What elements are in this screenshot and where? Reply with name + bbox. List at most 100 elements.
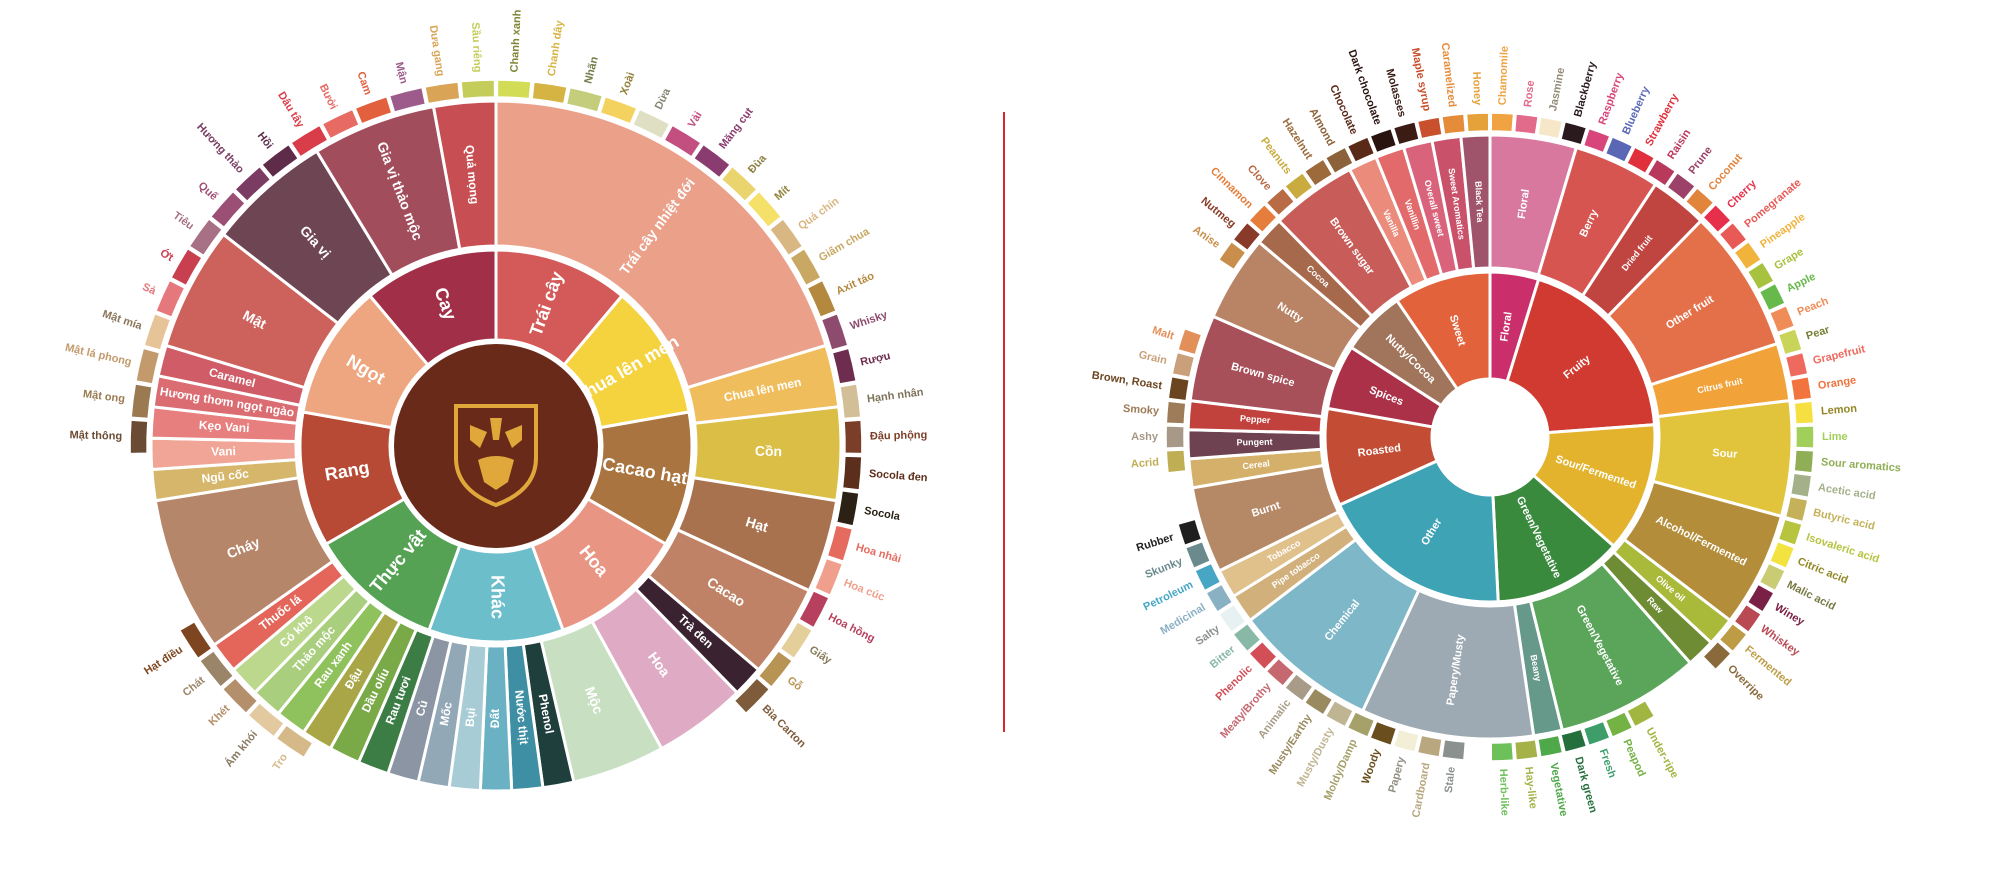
- outer-segment-animalic: [1283, 672, 1314, 703]
- middle-label-vani: Vani: [211, 444, 236, 459]
- outer-label-winey: Winey: [1772, 601, 1807, 628]
- outer-segment-tieu: [188, 217, 224, 257]
- outer-segment-sa: [154, 279, 186, 319]
- outer-label-whiskey: Whiskey: [1758, 623, 1802, 659]
- outer-label-mat-ong: Mật ong: [82, 388, 125, 405]
- outer-label-dua: Đùa: [746, 152, 770, 176]
- middle-segment-black-tea: [1459, 133, 1492, 271]
- outer-segment-khet: [221, 676, 259, 715]
- outer-segment-blueberry: [1604, 135, 1634, 164]
- outer-label-chanh-day: Chanh dây: [546, 19, 566, 77]
- outer-segment-blackberry: [1560, 120, 1588, 146]
- outer-segment-mat-ong: [130, 383, 153, 420]
- outer-segment-pineapple: [1733, 240, 1763, 271]
- middle-label-con: Cồn: [755, 443, 783, 460]
- outer-segment-maple-syrup: [1416, 116, 1443, 140]
- outer-segment-nutmeg: [1232, 221, 1262, 252]
- outer-segment-vegetative: [1537, 734, 1564, 758]
- outer-label-khet: Khét: [207, 703, 233, 729]
- outer-label-vai: Vải: [686, 110, 705, 130]
- outer-segment-prune: [1666, 171, 1697, 202]
- outer-segment-cardboard: [1416, 734, 1443, 758]
- outer-segment-caramelized: [1440, 113, 1467, 136]
- outer-label-socola: Socola: [863, 505, 901, 523]
- outer-label-prune: Prune: [1686, 144, 1714, 176]
- outer-label-animalic: Animalic: [1256, 697, 1293, 741]
- outer-label-skunky: Skunky: [1143, 555, 1185, 581]
- center-divider-line: [1003, 112, 1005, 732]
- outer-label-herb-like: Herb-like: [1497, 769, 1511, 817]
- outer-segment-dau-tay: [289, 124, 329, 158]
- outer-label-peach: Peach: [1796, 295, 1831, 318]
- outer-label-buoi: Bưởi: [317, 82, 339, 111]
- outer-segment-hay-like: [1513, 738, 1540, 761]
- outer-label-dark-green: Dark green: [1572, 756, 1599, 815]
- outer-label-chanh-xanh: Chanh xanh: [509, 9, 524, 73]
- outer-label-sour-aromatics: Sour aromatics: [1821, 456, 1902, 474]
- outer-segment-buoi: [321, 108, 361, 140]
- outer-segment-overripe: [1702, 640, 1733, 671]
- outer-segment-lemon: [1793, 400, 1815, 425]
- outer-segment-giam-chua: [788, 247, 823, 287]
- outer-segment-moldy-damp: [1346, 710, 1376, 739]
- outer-segment-bia-carton: [733, 676, 771, 715]
- outer-segment-salty: [1217, 603, 1247, 634]
- outer-segment-medicinal: [1204, 583, 1234, 614]
- outer-segment-mat-thong: [129, 419, 149, 455]
- outer-label-rubber: Rubber: [1135, 531, 1176, 554]
- middle-label-bui: Bụi: [463, 707, 479, 728]
- outer-segment-hoa-cuc: [813, 557, 844, 597]
- outer-segment-hoa-hong: [797, 589, 830, 629]
- outer-label-butyric-acid: Butyric acid: [1812, 507, 1876, 533]
- outer-segment-hazelnut: [1303, 158, 1334, 188]
- outer-segment-dark-chocolate: [1369, 127, 1398, 154]
- outer-label-coconut: Coconut: [1706, 152, 1745, 194]
- outer-segment-acetic-acid: [1789, 472, 1813, 499]
- inner-segment-sweet: [1394, 270, 1492, 392]
- outer-label-grapefruit: Grapefruit: [1812, 343, 1867, 367]
- middle-segment-qua-mong: [431, 99, 498, 252]
- outer-segment-grapefruit: [1784, 351, 1809, 379]
- outer-label-bitter: Bitter: [1208, 643, 1238, 671]
- outer-label-raisin: Raisin: [1665, 127, 1693, 161]
- outer-label-acetic-acid: Acetic acid: [1817, 482, 1876, 503]
- middle-label-qua-mong: Quả mọng: [462, 144, 481, 204]
- outer-segment-anise: [1217, 240, 1247, 271]
- outer-label-hoa-hong: Hoa hồng: [826, 611, 877, 645]
- outer-segment-stale: [1440, 738, 1467, 761]
- outer-label-mat-mia: Mật mía: [101, 308, 144, 333]
- outer-segment-jasmine: [1537, 116, 1564, 140]
- outer-label-go: Gỗ: [785, 674, 805, 694]
- middle-label-black-tea: Black Tea: [1473, 181, 1485, 224]
- outer-label-hoi: Hồi: [255, 130, 275, 151]
- outer-label-jasmine: Jasmine: [1547, 67, 1567, 113]
- outer-segment-phenolic: [1247, 640, 1278, 671]
- outer-label-grain: Grain: [1137, 349, 1168, 367]
- outer-segment-qua-chin: [768, 217, 804, 257]
- outer-label-clove: Clove: [1245, 163, 1274, 193]
- outer-label-lemon: Lemon: [1821, 403, 1858, 418]
- outer-segment-smoky: [1165, 400, 1187, 425]
- outer-segment-dau-phong: [843, 419, 863, 455]
- outer-label-que: Quế: [196, 180, 221, 204]
- outer-label-orange: Orange: [1817, 374, 1857, 392]
- outer-label-almond: Almond: [1307, 106, 1337, 148]
- inner-segment-fruity: [1505, 277, 1657, 435]
- outer-segment-pomegranate: [1718, 221, 1748, 252]
- outer-label-chocolate: Chocolate: [1327, 83, 1360, 136]
- outer-label-cherry: Cherry: [1725, 177, 1760, 211]
- outer-label-citric-acid: Citric acid: [1796, 555, 1850, 586]
- outer-label-isovaleric-acid: Isovaleric acid: [1805, 531, 1881, 565]
- outer-segment-dark-green: [1560, 728, 1588, 754]
- outer-label-huong-thao: Hương thảo: [194, 121, 246, 176]
- outer-label-maple-syrup: Maple syrup: [1409, 47, 1433, 113]
- outer-segment-giay: [779, 620, 814, 660]
- outer-segment-sau-rieng: [460, 79, 496, 100]
- outer-segment-malic-acid: [1758, 562, 1787, 592]
- outer-segment-winey: [1746, 583, 1776, 614]
- outer-label-bia-carton: Bìa Carton: [760, 703, 808, 751]
- outer-label-raspberry: Raspberry: [1596, 70, 1626, 126]
- outer-segment-cherry: [1702, 203, 1733, 234]
- outer-segment-under-ripe: [1625, 699, 1656, 728]
- outer-segment-meaty-brothy: [1265, 657, 1296, 688]
